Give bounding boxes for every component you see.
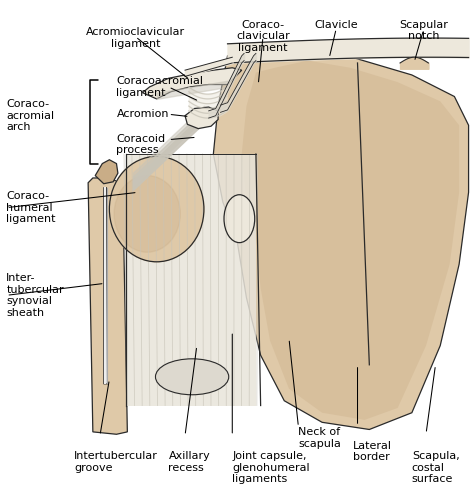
Text: Joint capsule,
glenohumeral
ligaments: Joint capsule, glenohumeral ligaments [232,451,310,484]
Text: Acromioclavicular
ligament: Acromioclavicular ligament [86,27,185,49]
Text: Coracoacromial
ligament: Coracoacromial ligament [117,76,203,98]
Polygon shape [88,178,128,434]
Text: Coracoid
process: Coracoid process [117,134,165,155]
Polygon shape [104,188,108,384]
Polygon shape [213,49,469,430]
Polygon shape [185,107,218,129]
Text: Coraco-
humeral
ligament: Coraco- humeral ligament [6,191,56,224]
Text: Scapula,
costal
surface: Scapula, costal surface [412,451,460,484]
Text: Intertubercular
groove: Intertubercular groove [74,451,158,473]
Text: Clavicle: Clavicle [314,20,358,30]
Text: Coraco-
clavicular
ligament: Coraco- clavicular ligament [236,20,290,53]
Text: Lateral
border: Lateral border [353,440,392,462]
Text: Inter-
tubercular
synovial
sheath: Inter- tubercular synovial sheath [6,273,64,318]
Polygon shape [126,154,256,406]
Ellipse shape [114,176,180,252]
Text: Neck of
scapula: Neck of scapula [299,427,341,449]
Ellipse shape [224,195,255,243]
Text: Acromion: Acromion [117,109,169,119]
Ellipse shape [109,157,204,262]
Polygon shape [242,60,459,420]
Text: Scapular
notch: Scapular notch [399,20,448,41]
Text: Coraco-
acromial
arch: Coraco- acromial arch [6,99,55,132]
Text: Axillary
recess: Axillary recess [168,451,210,473]
Polygon shape [95,160,118,184]
Ellipse shape [155,359,229,395]
Polygon shape [143,68,242,99]
